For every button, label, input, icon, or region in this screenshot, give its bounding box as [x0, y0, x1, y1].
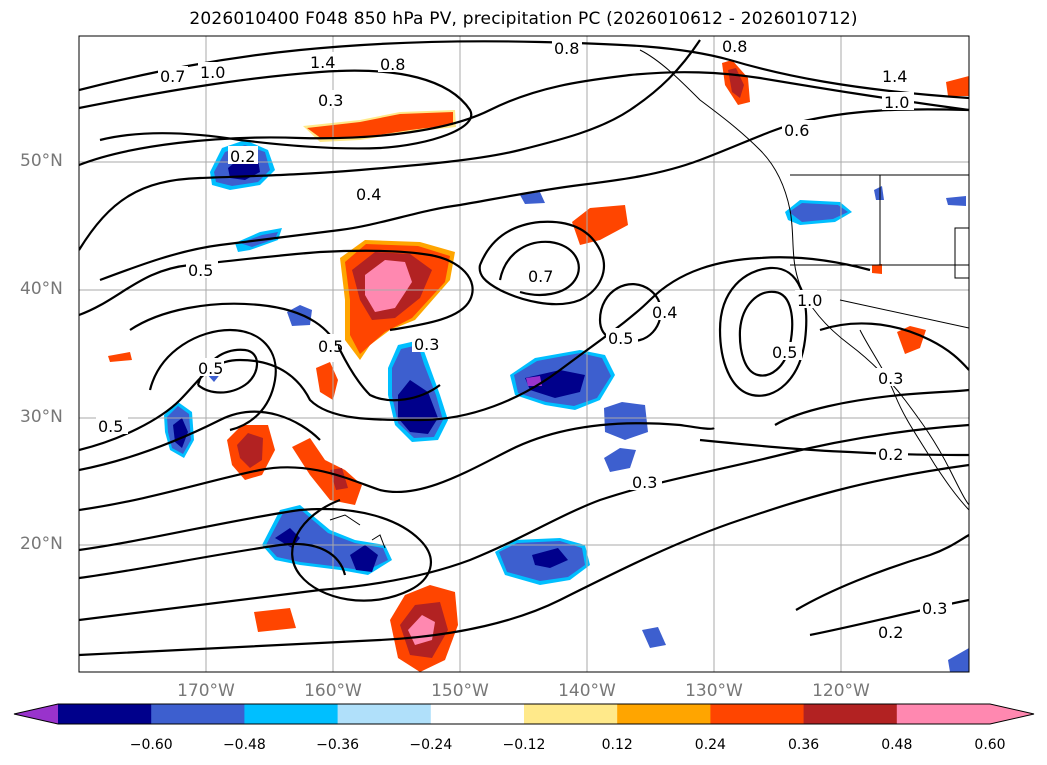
- contour-label: 1.0: [797, 291, 822, 310]
- contour-label: 0.8: [554, 39, 579, 58]
- colorbar-segment: [524, 704, 618, 724]
- colorbar-extend-max: [990, 704, 1034, 724]
- colorbar-segment: [896, 704, 991, 724]
- contour-label: 0.4: [356, 185, 381, 204]
- colorbar-segment: [803, 704, 898, 724]
- colorbar-tick-label: −0.12: [502, 737, 546, 753]
- lat-label: 40°N: [20, 279, 63, 299]
- colorbar-segment: [430, 704, 525, 724]
- contour-label: 0.3: [878, 369, 903, 388]
- coastlines: [329, 49, 969, 549]
- contour-label: 0.5: [318, 337, 343, 356]
- colorbar-segment: [58, 704, 152, 724]
- contour-label: 0.7: [160, 67, 185, 86]
- chart-title: 2026010400 F048 850 hPa PV, precipitatio…: [189, 9, 858, 29]
- colorbar: [13, 703, 1035, 725]
- lat-label: 30°N: [20, 407, 63, 427]
- contour-label: 0.8: [380, 55, 405, 74]
- contour-label: 1.0: [200, 63, 225, 82]
- colorbar-tick-label: −0.24: [409, 737, 453, 753]
- lon-label: 140°W: [558, 681, 616, 701]
- colorbar-tick-label: 0.36: [788, 737, 820, 753]
- colorbar-segment: [710, 704, 805, 724]
- lon-label: 150°W: [431, 681, 489, 701]
- negative-anomalies: [164, 140, 969, 672]
- map-frame: [78, 35, 970, 673]
- lon-label: 120°W: [812, 681, 870, 701]
- colorbar-segments: [14, 704, 1034, 724]
- contour-label: 0.8: [722, 37, 747, 56]
- contour-labels: 0.7 1.0 1.4 0.8 0.3 0.8 0.8 1.4 1.0 0.6 …: [96, 37, 952, 642]
- contour-label: 0.6: [784, 121, 809, 140]
- contour-label: 1.0: [884, 93, 909, 112]
- colorbar-tick-label: −0.60: [129, 737, 173, 753]
- colorbar-tick-label: 0.24: [694, 737, 726, 753]
- colorbar-segment: [617, 704, 711, 724]
- contour-label: 0.3: [318, 91, 343, 110]
- contour-label: 0.5: [198, 359, 223, 378]
- colorbar-tick-label: 0.12: [601, 737, 633, 753]
- contour-label: 1.4: [882, 67, 907, 86]
- map-plot: 0.7 1.0 1.4 0.8 0.3 0.8 0.8 1.4 1.0 0.6 …: [78, 35, 970, 673]
- contour-label: 0.4: [652, 303, 677, 322]
- contour-label: 0.5: [188, 261, 213, 280]
- contour-label: 0.5: [772, 343, 797, 362]
- colorbar-tick-label: −0.36: [316, 737, 360, 753]
- contour-label: 0.2: [230, 147, 255, 166]
- colorbar-tick-label: 0.48: [881, 737, 913, 753]
- lon-label: 170°W: [177, 681, 235, 701]
- colorbar-segment: [337, 704, 432, 724]
- lon-label: 160°W: [304, 681, 362, 701]
- pv-contours: [79, 39, 969, 657]
- contour-label: 1.4: [310, 53, 335, 72]
- contour-label: 0.3: [632, 473, 657, 492]
- contour-label: 0.7: [528, 267, 553, 286]
- contour-label: 0.5: [608, 329, 633, 348]
- lat-label: 50°N: [20, 151, 63, 171]
- colorbar-segment: [151, 704, 245, 724]
- contour-label: 0.5: [98, 417, 123, 436]
- lon-label: 130°W: [685, 681, 743, 701]
- colorbar-segment: [244, 704, 339, 724]
- colorbar-tick-label: −0.48: [222, 737, 266, 753]
- contour-label: 0.2: [878, 445, 903, 464]
- contour-label: 0.3: [414, 335, 439, 354]
- colorbar-tick-label: 0.60: [974, 737, 1006, 753]
- colorbar-extend-min: [14, 704, 58, 724]
- lat-label: 20°N: [20, 534, 63, 554]
- contour-label: 0.3: [922, 599, 947, 618]
- contour-label: 0.2: [878, 623, 903, 642]
